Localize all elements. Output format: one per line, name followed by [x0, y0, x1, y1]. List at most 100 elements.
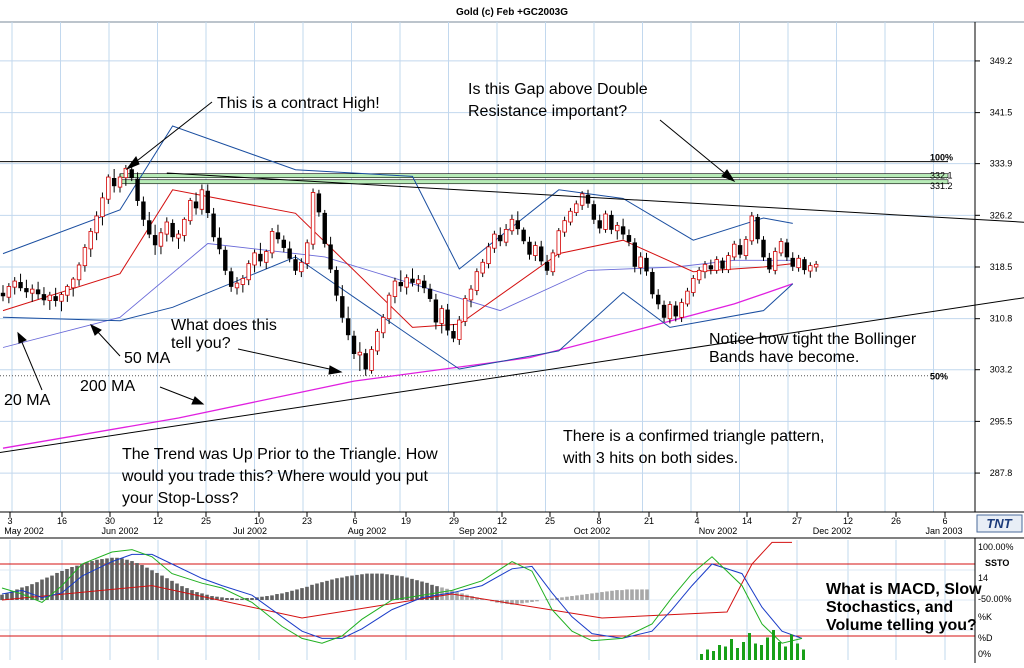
macd-histogram-bar	[130, 561, 134, 600]
candle-body	[41, 294, 47, 301]
question-line3: Volume telling you?	[826, 617, 977, 634]
candle-body	[644, 257, 649, 272]
indicator-label: 100.00%	[978, 542, 1014, 552]
candle-body	[369, 349, 374, 371]
candles	[0, 161, 819, 376]
date-tick-label: 23	[302, 516, 312, 526]
macd-histogram-bar	[115, 557, 119, 600]
candle-body	[117, 176, 123, 188]
candle-body	[433, 299, 439, 323]
macd-histogram-bar	[620, 590, 624, 600]
candle-body	[743, 239, 749, 256]
candle-body	[813, 263, 819, 268]
macd-histogram-bar	[190, 590, 194, 600]
macd-histogram-bar	[15, 589, 19, 600]
macd-histogram-bar	[10, 591, 14, 600]
volume-bar	[754, 643, 757, 660]
macd-histogram-bar	[25, 586, 29, 600]
label-ma20: 20 MA	[4, 392, 51, 409]
candle-body	[574, 203, 579, 214]
macd-histogram-bar	[100, 559, 104, 600]
indicator-label: %K	[978, 612, 992, 622]
candle-body	[340, 296, 345, 318]
macd-histogram-bar	[610, 590, 614, 600]
what-does-this-arrowhead	[328, 365, 343, 375]
month-label: Nov 2002	[699, 526, 738, 536]
candle-body	[474, 271, 480, 291]
date-tick-label: 8	[596, 516, 601, 526]
macd-histogram-bar	[575, 595, 579, 600]
candle-body	[656, 294, 661, 305]
annotation-gap-line2: Resistance important?	[468, 103, 627, 120]
price-tick-label: 287.8	[990, 468, 1013, 478]
volume-bar	[778, 642, 781, 660]
macd-histogram-bar	[30, 584, 34, 600]
macd-histogram-bar	[505, 600, 509, 604]
candle-body	[533, 245, 538, 256]
candle-body	[158, 232, 164, 247]
candle-body	[445, 309, 450, 331]
macd-histogram-bar	[50, 575, 54, 600]
macd-histogram-bar	[410, 578, 414, 600]
macd-histogram-bar	[465, 594, 469, 600]
macd-histogram-bar	[45, 577, 49, 600]
level-50-label: 50%	[930, 372, 948, 382]
volume-bar	[802, 649, 805, 660]
candle-body	[164, 221, 169, 235]
macd-histogram-bar	[80, 563, 84, 600]
macd-histogram-bar	[75, 565, 79, 600]
date-tick-label: 6	[352, 516, 357, 526]
ma200-arrowhead	[191, 396, 205, 405]
macd-histogram-bar	[85, 562, 89, 600]
macd-histogram-bar	[235, 598, 239, 600]
candle-body	[480, 261, 485, 274]
candle-body	[737, 245, 743, 255]
candle-body	[94, 215, 99, 234]
macd-histogram-bar	[615, 590, 619, 600]
macd-histogram-bar	[285, 592, 289, 600]
macd-histogram-bar	[250, 598, 254, 600]
candle-body	[550, 252, 556, 273]
candle-body	[615, 224, 620, 232]
label-ma50: 50 MA	[124, 350, 171, 367]
candle-body	[111, 177, 117, 187]
date-tick-label: 4	[694, 516, 699, 526]
candle-body	[334, 269, 339, 296]
candle-body	[205, 190, 210, 214]
candle-body	[170, 222, 175, 238]
macd-histogram-bar	[450, 590, 454, 600]
candle-body	[685, 290, 690, 305]
month-label: Sep 2002	[459, 526, 498, 536]
candle-body	[106, 176, 111, 200]
candle-body	[35, 289, 41, 295]
volume-bar	[730, 639, 733, 660]
macd-histogram-bar	[395, 575, 399, 600]
logo-text: TNT	[986, 516, 1012, 531]
candle-body	[310, 192, 316, 245]
macd-histogram-bar	[270, 595, 274, 600]
candle-body	[147, 220, 152, 235]
date-tick-label: 27	[792, 516, 802, 526]
candle-body	[696, 269, 702, 281]
candle-body	[486, 246, 491, 265]
macd-histogram-bar	[65, 568, 69, 600]
candle-body	[679, 302, 684, 318]
candle-body	[135, 178, 140, 201]
candle-body	[211, 213, 216, 238]
candle-body	[176, 233, 181, 239]
date-tick-label: 19	[401, 516, 411, 526]
candle-body	[503, 229, 509, 243]
macd-histogram-bar	[595, 592, 599, 600]
macd-histogram-bar	[580, 594, 584, 600]
macd-histogram-bar	[125, 559, 129, 600]
indicator-series	[0, 541, 805, 660]
candle-body	[24, 288, 29, 293]
candle-body	[661, 304, 667, 318]
volume-bar	[790, 634, 793, 660]
candle-body	[351, 335, 357, 354]
price-tick-label: 295.5	[990, 416, 1013, 426]
candle-body	[193, 201, 199, 209]
macd-histogram-bar	[400, 576, 404, 600]
level-100-label: 100%	[930, 153, 953, 163]
